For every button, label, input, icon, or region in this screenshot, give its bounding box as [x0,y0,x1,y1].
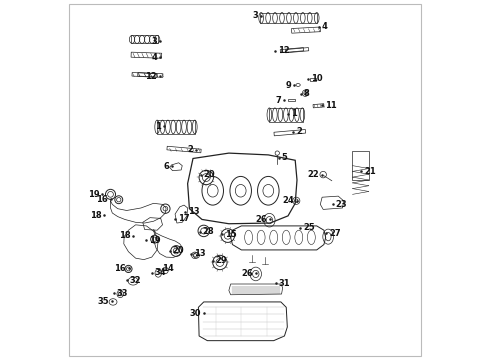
Text: 12: 12 [278,46,290,55]
Text: 8: 8 [304,89,310,98]
Bar [132,72,157,77]
Bar [310,78,317,81]
Bar [313,104,324,108]
Text: 25: 25 [303,223,315,232]
Text: 11: 11 [325,101,337,110]
Bar [260,13,318,23]
Text: 29: 29 [216,256,227,265]
Text: 20: 20 [172,246,184,255]
Text: 23: 23 [335,200,347,209]
Text: 3: 3 [253,11,259,20]
Text: 26: 26 [255,215,267,224]
Text: 18: 18 [119,231,130,240]
Text: 27: 27 [329,229,341,238]
Text: 24: 24 [283,196,294,205]
Text: 32: 32 [129,276,141,285]
Text: 16: 16 [96,195,108,204]
Bar [285,48,309,53]
Text: 5: 5 [282,153,288,162]
Text: 4: 4 [322,22,328,31]
Text: 12: 12 [146,72,157,81]
Text: 30: 30 [190,309,201,318]
Text: 3: 3 [151,37,157,46]
Text: 6: 6 [163,162,169,171]
Text: 31: 31 [279,279,291,288]
Text: 34: 34 [155,268,166,277]
Text: 17: 17 [177,214,189,223]
Text: 33: 33 [117,289,128,298]
Bar [157,120,195,134]
Bar [269,108,303,122]
Text: 19: 19 [149,236,161,245]
Bar [131,36,158,43]
Bar [274,130,306,136]
Bar [131,52,162,58]
Text: 35: 35 [97,297,109,306]
Text: 9: 9 [286,81,292,90]
Bar [289,99,295,102]
Bar [280,48,304,53]
Text: 21: 21 [364,167,376,176]
Text: 13: 13 [194,249,206,258]
Text: 14: 14 [162,265,173,274]
Text: 16: 16 [114,264,126,273]
Text: 18: 18 [90,211,101,220]
Bar [352,151,369,180]
Text: 4: 4 [151,53,157,62]
Text: 20: 20 [204,171,216,180]
Bar [138,72,163,77]
Text: 15: 15 [225,230,237,239]
Bar [167,146,201,153]
Text: 22: 22 [307,171,319,180]
Text: 7: 7 [275,96,281,105]
Text: 13: 13 [188,207,199,216]
Text: 1: 1 [155,122,161,131]
Text: 1: 1 [291,109,297,118]
Text: 10: 10 [311,75,322,84]
Text: 2: 2 [296,127,302,136]
Text: 28: 28 [203,227,214,236]
Text: 19: 19 [88,190,99,199]
Text: 2: 2 [187,145,193,154]
Bar [292,27,320,33]
Text: 26: 26 [241,269,253,278]
